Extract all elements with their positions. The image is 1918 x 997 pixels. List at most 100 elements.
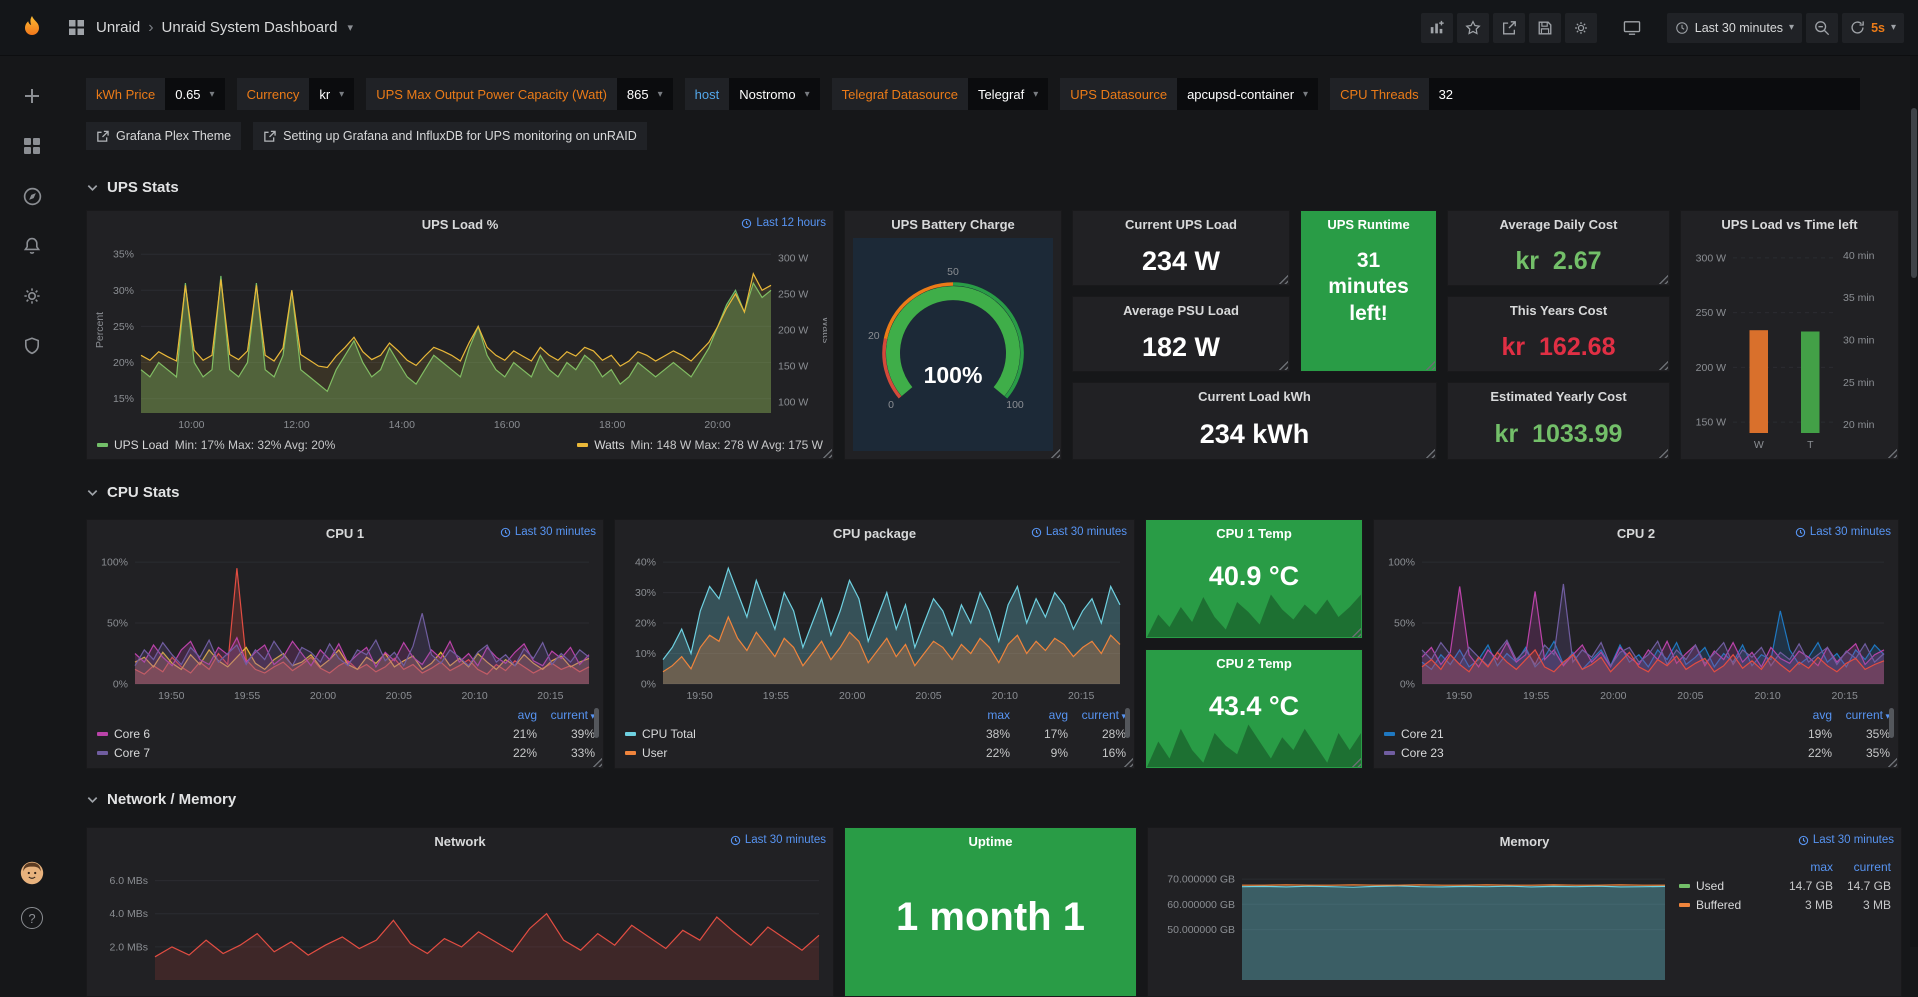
panel-title[interactable]: UPS Load vs Time left <box>1721 217 1858 232</box>
tv-mode-button[interactable] <box>1615 13 1649 43</box>
legend-column-avg[interactable]: avg <box>1048 708 1068 722</box>
panel-resize-handle[interactable] <box>1658 360 1668 370</box>
panel-title[interactable]: Uptime <box>968 834 1013 849</box>
legend-column-current[interactable]: current <box>1853 860 1891 874</box>
panel-title-ups-load[interactable]: UPS Load % <box>421 217 499 232</box>
panel-resize-handle[interactable] <box>1425 448 1435 458</box>
panel-title[interactable]: Current Load kWh <box>1198 389 1311 404</box>
series-name[interactable]: Used <box>1696 878 1725 893</box>
series-name[interactable]: Core 6 <box>114 726 151 741</box>
dashboard-link-plex-theme[interactable]: Grafana Plex Theme <box>86 122 242 150</box>
legend-column-avg[interactable]: avg <box>517 708 537 722</box>
sidebar-item-alerting[interactable] <box>20 234 44 258</box>
panel-resize-handle[interactable] <box>822 448 832 458</box>
series-name[interactable]: Core 21 <box>1401 726 1444 741</box>
legend-column-max[interactable]: max <box>987 708 1010 722</box>
variable-ups-datasource[interactable]: UPS Datasource apcupsd-container ▾ <box>1060 78 1319 110</box>
breadcrumb-folder[interactable]: Unraid <box>96 19 141 36</box>
section-network-memory[interactable]: Network / Memory <box>86 787 1905 811</box>
variable-ups-max-output[interactable]: UPS Max Output Power Capacity (Watt) 865… <box>366 78 673 110</box>
panel-title[interactable]: Memory <box>1499 834 1550 849</box>
caret-down-icon[interactable]: ▾ <box>347 22 353 34</box>
panel-title[interactable]: Estimated Yearly Cost <box>1490 389 1627 404</box>
panel-title[interactable]: Average PSU Load <box>1123 303 1239 318</box>
panel-title[interactable]: Current UPS Load <box>1125 217 1237 232</box>
variable-cpu-threads[interactable]: CPU Threads 32 <box>1330 78 1860 110</box>
share-dashboard-button[interactable] <box>1492 12 1525 43</box>
panel-resize-handle[interactable] <box>1123 757 1133 767</box>
panel-resize-handle[interactable] <box>1658 448 1668 458</box>
grafana-logo[interactable] <box>0 14 64 42</box>
variable-value-dropdown[interactable]: 865 ▾ <box>616 78 673 110</box>
variable-telegraf-datasource[interactable]: Telegraf Datasource Telegraf ▾ <box>831 78 1049 110</box>
time-range-picker[interactable]: Last 30 minutes ▾ <box>1666 12 1803 43</box>
panel-title[interactable]: Average Daily Cost <box>1499 217 1618 232</box>
sidebar-item-dashboards[interactable] <box>20 134 44 158</box>
legend-scrollbar[interactable] <box>1125 708 1130 738</box>
help-button[interactable]: ? <box>21 907 43 929</box>
series-name[interactable]: UPS Load <box>114 438 169 452</box>
cpu-threads-input[interactable]: 32 <box>1428 78 1860 110</box>
refresh-button[interactable]: 5s ▾ <box>1842 12 1904 43</box>
legend-scrollbar[interactable] <box>594 708 599 738</box>
legend-column-current[interactable]: current <box>537 708 595 722</box>
variable-value-dropdown[interactable]: apcupsd-container ▾ <box>1177 78 1319 110</box>
page-scrollbar[interactable] <box>1910 56 1918 947</box>
network-chart[interactable]: 2.0 MBs 4.0 MBs 6.0 MBs <box>93 856 827 988</box>
legend-column-avg[interactable]: avg <box>1812 708 1832 722</box>
section-cpu-stats[interactable]: CPU Stats <box>86 480 1905 504</box>
series-name[interactable]: Core 23 <box>1401 745 1444 760</box>
panel-resize-handle[interactable] <box>1658 274 1668 284</box>
panel-title[interactable]: CPU 2 Temp <box>1216 656 1292 671</box>
panel-resize-handle[interactable] <box>1351 757 1361 767</box>
panel-title[interactable]: UPS Runtime <box>1327 217 1410 232</box>
user-avatar[interactable] <box>20 861 44 885</box>
series-name[interactable]: User <box>642 745 668 760</box>
dashboard-settings-button[interactable] <box>1564 12 1597 43</box>
save-dashboard-button[interactable] <box>1528 12 1561 43</box>
cpu2-chart[interactable]: 0% 50% 100% 19:50 19:55 20:00 20:05 20:10 20:15 <box>1380 548 1892 702</box>
panel-resize-handle[interactable] <box>1351 627 1361 637</box>
sidebar-item-server-admin[interactable] <box>20 334 44 358</box>
variable-kwh-price[interactable]: kWh Price 0.65 ▾ <box>86 78 225 110</box>
panel-resize-handle[interactable] <box>592 757 602 767</box>
zoom-out-time-button[interactable] <box>1806 12 1839 43</box>
cpu1-chart[interactable]: 0% 50% 100% 19:50 19:55 20:00 20:05 20:10 20:15 <box>93 548 597 702</box>
series-name[interactable]: Core 7 <box>114 745 151 760</box>
series-name[interactable]: Buffered <box>1696 897 1742 912</box>
cpu-package-chart[interactable]: 0% 10% 20% 30% 40% 19:50 19:55 20:00 20:05 20:10 2… <box>621 548 1128 702</box>
panel-resize-handle[interactable] <box>1425 360 1435 370</box>
legend-column-current[interactable]: current <box>1832 708 1890 722</box>
star-dashboard-button[interactable] <box>1456 12 1489 43</box>
panel-title[interactable]: This Years Cost <box>1509 303 1608 318</box>
panel-title[interactable]: CPU 2 <box>1616 526 1656 541</box>
series-name[interactable]: CPU Total <box>642 726 696 741</box>
battery-gauge-chart[interactable]: 0 20 50 100 100% <box>853 238 1053 451</box>
section-ups-stats[interactable]: UPS Stats <box>86 175 1905 199</box>
panel-title[interactable]: CPU 1 <box>325 526 365 541</box>
panel-resize-handle[interactable] <box>1887 448 1897 458</box>
legend-column-current[interactable]: current <box>1068 708 1126 722</box>
ups-load-chart[interactable]: 15% 20% 25% 30% 35% 100 W 150 W 200 W 250 W 300 W… <box>93 239 827 431</box>
legend-column-max[interactable]: max <box>1810 860 1833 874</box>
panel-title[interactable]: Network <box>434 834 486 849</box>
dashboard-link-ups-guide[interactable]: Setting up Grafana and InfluxDB for UPS … <box>253 122 647 150</box>
scrollbar-thumb[interactable] <box>1911 108 1917 278</box>
variable-value-dropdown[interactable]: Telegraf ▾ <box>967 78 1049 110</box>
add-panel-button[interactable] <box>1420 12 1453 43</box>
variable-value-dropdown[interactable]: kr ▾ <box>309 78 355 110</box>
panel-title[interactable]: CPU 1 Temp <box>1216 526 1292 541</box>
ups-load-vs-time-chart[interactable]: 150 W 200 W 250 W 300 W 20 min 25 min 30 min 35… <box>1687 239 1892 451</box>
sidebar-item-explore[interactable] <box>20 184 44 208</box>
sidebar-item-configuration[interactable] <box>20 284 44 308</box>
breadcrumb-dashboard-title[interactable]: Unraid System Dashboard <box>161 19 338 36</box>
sidebar-item-create[interactable] <box>20 84 44 108</box>
variable-currency[interactable]: Currency kr ▾ <box>236 78 355 110</box>
variable-value-dropdown[interactable]: 0.65 ▾ <box>165 78 225 110</box>
panel-title-battery[interactable]: UPS Battery Charge <box>891 217 1015 232</box>
panel-resize-handle[interactable] <box>1278 274 1288 284</box>
legend-scrollbar[interactable] <box>1889 708 1894 738</box>
variable-value-dropdown[interactable]: Nostromo ▾ <box>729 78 820 110</box>
panel-resize-handle[interactable] <box>1278 360 1288 370</box>
panel-title[interactable]: CPU package <box>832 526 917 541</box>
